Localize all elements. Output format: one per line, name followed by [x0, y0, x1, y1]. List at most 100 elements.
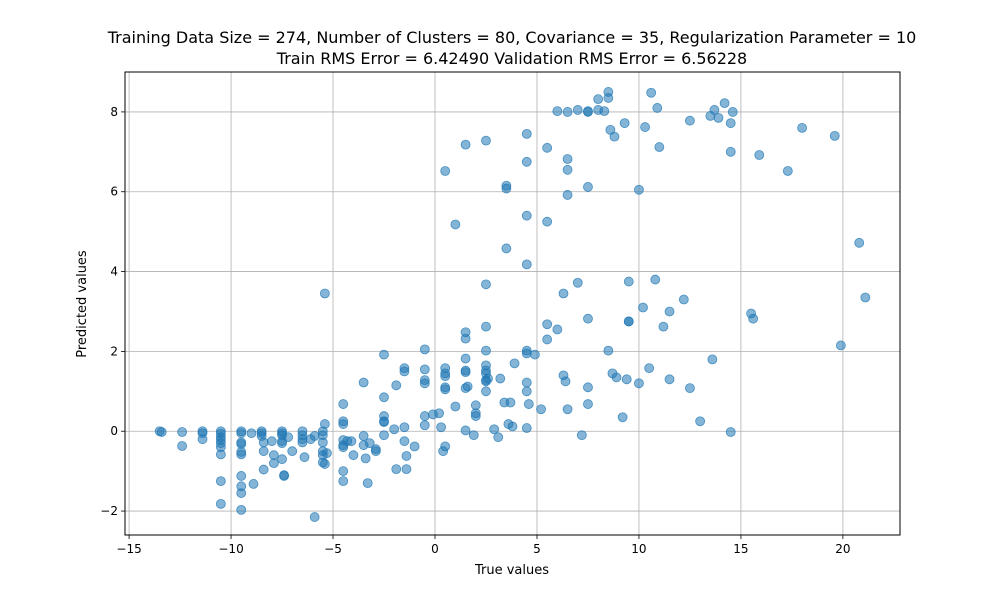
scatter-point: [379, 392, 389, 403]
x-tick-label: 10: [631, 542, 646, 556]
scatter-point: [562, 404, 573, 415]
scatter-point: [419, 344, 430, 355]
scatter-point: [391, 464, 402, 475]
scatter-point: [319, 288, 330, 299]
plot-frame: [124, 71, 901, 536]
scatter-point: [236, 471, 247, 481]
scatter-point: [634, 378, 644, 389]
scatter-point: [583, 182, 593, 192]
y-tick-label: 6: [110, 185, 118, 199]
x-tick-label: −10: [218, 542, 243, 556]
scatter-point: [419, 420, 430, 431]
scatter-point: [621, 374, 632, 385]
scatter-point: [215, 449, 226, 460]
scatter-point: [685, 383, 695, 394]
scatter-point: [542, 334, 553, 345]
y-tick-label: −2: [100, 504, 118, 518]
scatter-point: [268, 458, 279, 469]
scatter-point: [215, 498, 226, 509]
scatter-point: [277, 454, 287, 465]
scatter-point: [552, 106, 563, 117]
scatter-point: [481, 386, 491, 397]
scatter-point: [542, 142, 553, 153]
scatter-point: [358, 431, 369, 441]
scatter-point: [481, 135, 491, 146]
scatter-point: [481, 321, 491, 332]
scatter-point: [197, 434, 208, 445]
scatter-point: [309, 512, 320, 522]
scatter-point: [829, 130, 840, 141]
chart-title-line1: Training Data Size = 274, Number of Clus…: [107, 28, 917, 47]
scatter-point: [156, 427, 167, 437]
scatter-point: [521, 210, 532, 221]
scatter-point: [562, 107, 573, 117]
scatter-point: [593, 94, 604, 105]
grid-lines: [125, 72, 900, 535]
scatter-point: [644, 363, 655, 374]
scatter-point: [685, 115, 695, 126]
scatter-point: [748, 313, 759, 324]
scatter-point: [470, 411, 481, 421]
scatter-point: [725, 146, 736, 157]
scatter-point: [562, 154, 573, 164]
scatter-point: [609, 131, 620, 142]
scatter-point: [481, 279, 491, 290]
scatter-point: [562, 190, 573, 200]
scatter-point: [364, 438, 375, 449]
scatter-point: [719, 98, 730, 109]
scatter-point: [440, 441, 451, 452]
scatter-point: [583, 313, 593, 324]
scatter-point: [460, 353, 471, 364]
y-tick-label: 0: [110, 424, 118, 438]
scatter-point: [725, 118, 736, 128]
scatter-point: [617, 412, 628, 423]
data-points: [154, 87, 871, 522]
x-tick-label: −15: [116, 542, 141, 556]
scatter-point: [754, 150, 765, 160]
scatter-point: [611, 372, 622, 383]
scatter-point: [603, 345, 614, 356]
scatter-point: [860, 292, 871, 303]
scatter-point: [450, 401, 461, 412]
scatter-point: [399, 366, 410, 377]
scatter-point: [835, 340, 846, 351]
scatter-point: [338, 476, 349, 487]
scatter-point: [358, 377, 369, 388]
scatter-point: [370, 446, 381, 457]
scatter-point: [419, 411, 430, 421]
scatter-point: [509, 358, 520, 369]
scatter-point: [401, 451, 412, 461]
scatter-point: [505, 397, 516, 408]
y-axis-label: Predicted values: [75, 250, 90, 358]
x-tick-label: 15: [733, 542, 748, 556]
scatter-point: [599, 106, 610, 117]
scatter-point: [501, 183, 512, 194]
scatter-point: [521, 259, 532, 270]
scatter-point: [552, 324, 563, 335]
y-tick-label: 2: [110, 344, 118, 358]
scatter-point: [258, 437, 269, 448]
scatter-point: [542, 319, 553, 330]
scatter-point: [619, 118, 630, 128]
scatter-point: [440, 166, 451, 176]
x-axis-label: True values: [474, 563, 549, 578]
scatter-point: [236, 449, 247, 460]
scatter-point: [299, 452, 310, 463]
scatter-point: [379, 349, 389, 360]
scatter-point: [562, 164, 573, 175]
scatter-point: [362, 478, 373, 489]
scatter-point: [317, 437, 328, 448]
scatter-point: [468, 430, 479, 441]
scatter-point: [419, 364, 430, 375]
scatter-point: [507, 421, 518, 432]
scatter-point: [440, 371, 451, 382]
y-tick-label: 8: [110, 105, 118, 119]
scatter-point: [319, 419, 330, 429]
scatter-point: [536, 404, 546, 415]
scatter-point: [650, 274, 661, 285]
scatter-point: [560, 376, 571, 387]
scatter-point: [379, 430, 389, 441]
scatter-point: [460, 139, 471, 150]
scatter-point: [572, 277, 583, 288]
